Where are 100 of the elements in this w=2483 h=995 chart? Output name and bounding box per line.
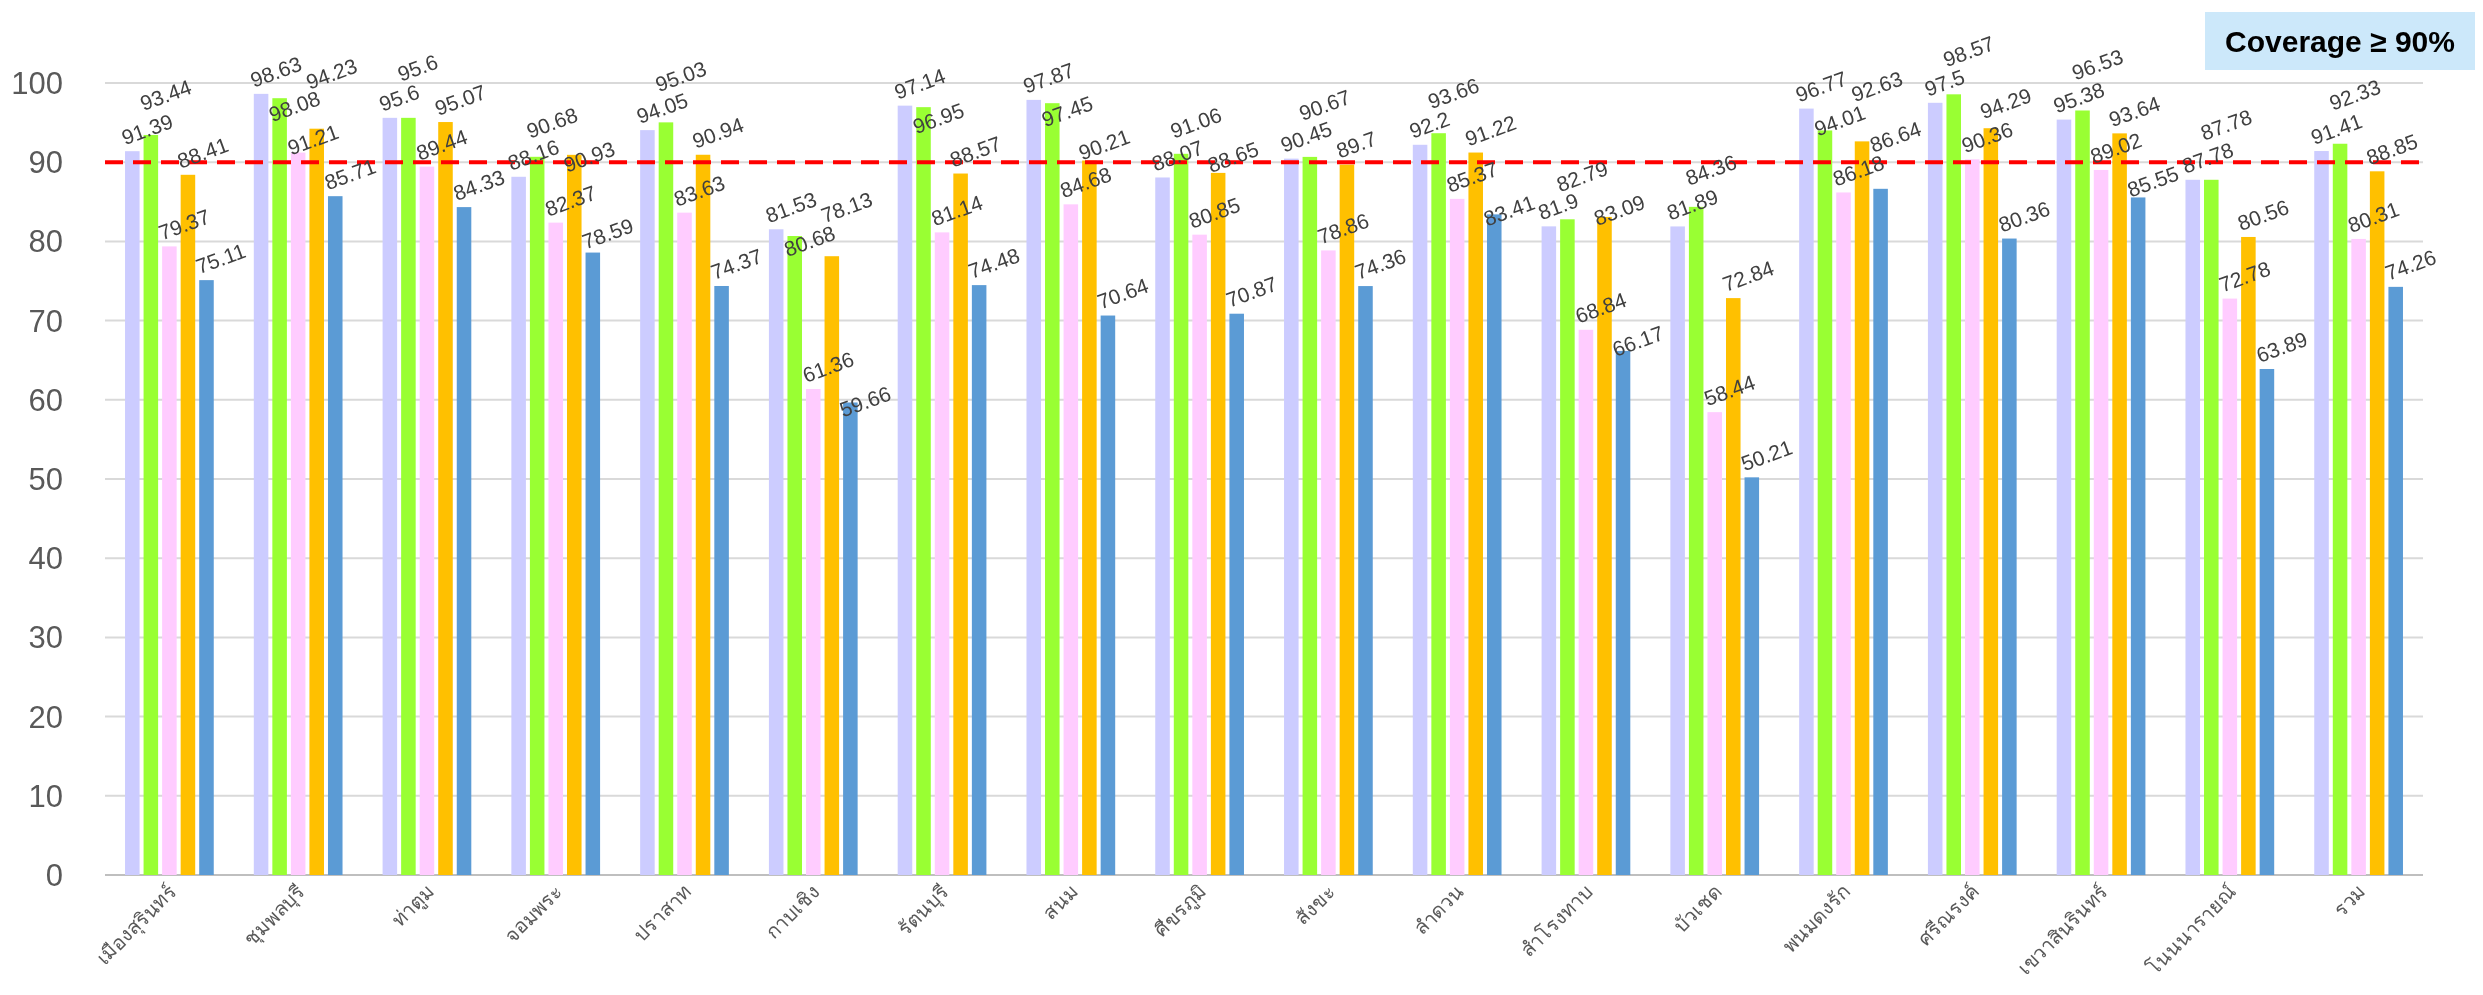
bar (1155, 177, 1170, 875)
bar (2185, 179, 2201, 875)
data-label: 58.44 (1700, 370, 1759, 410)
bar (2332, 143, 2348, 875)
bar (253, 93, 269, 875)
y-tick-label: 100 (11, 66, 63, 101)
bar (1744, 477, 1760, 875)
bar (1026, 99, 1042, 875)
bar (1578, 329, 1594, 875)
y-tick-label: 20 (28, 699, 63, 735)
bar (897, 105, 913, 875)
bar (456, 207, 472, 875)
data-label: 74.37 (707, 244, 766, 284)
data-label: 72.78 (2216, 256, 2274, 297)
data-label: 80.36 (1995, 196, 2053, 237)
bar (125, 151, 140, 875)
bar (1707, 412, 1722, 875)
data-label: 50.21 (1738, 435, 1796, 476)
y-tick-label: 40 (28, 541, 63, 577)
data-label: 84.68 (1057, 162, 1115, 203)
bar (806, 389, 821, 875)
y-tick-label: 50 (28, 462, 63, 497)
data-label: 80.31 (2344, 197, 2403, 237)
bar (585, 252, 601, 875)
bar (1302, 156, 1318, 875)
bar (2314, 151, 2329, 875)
data-label: 89.7 (1333, 126, 1380, 163)
bar (658, 122, 674, 875)
bar (2259, 368, 2275, 875)
bar (934, 232, 950, 875)
data-label: 88.85 (2363, 129, 2421, 170)
data-label: 90.94 (689, 112, 747, 153)
bar (1321, 250, 1336, 875)
y-tick-label: 80 (28, 224, 63, 260)
bar (1799, 108, 1814, 875)
bar (714, 285, 729, 875)
bar (1541, 226, 1557, 875)
data-label: 91.22 (1461, 110, 1520, 151)
bar (548, 222, 563, 875)
bar (1284, 158, 1299, 875)
bar (2204, 179, 2219, 875)
bar (1192, 234, 1207, 875)
data-label: 88.65 (1204, 137, 1262, 177)
data-label: 86.64 (1866, 116, 1925, 157)
data-label: 80.56 (2234, 195, 2292, 235)
bar (1927, 102, 1943, 875)
data-label: 74.48 (965, 243, 1023, 283)
x-tick-label: สนม (1038, 880, 1082, 924)
data-label: 93.66 (1424, 73, 1483, 113)
bar (199, 280, 214, 875)
bar (1449, 198, 1465, 875)
data-label: 88.41 (174, 132, 232, 173)
y-tick-label: 60 (28, 382, 63, 418)
x-tick-label: รวม (2329, 880, 2370, 921)
y-tick-label: 90 (28, 145, 63, 181)
bar (327, 196, 343, 875)
data-label: 81.14 (928, 190, 986, 231)
bar (382, 117, 398, 875)
bar (1965, 159, 1980, 875)
data-label: 90.93 (560, 137, 618, 177)
bar (1560, 219, 1575, 875)
bar (2130, 197, 2146, 875)
data-label: 74.26 (2381, 245, 2440, 285)
data-label: 83.09 (1590, 190, 1648, 230)
data-label: 80.85 (1185, 192, 1244, 233)
data-label: 72.84 (1719, 256, 1778, 296)
bar (1063, 204, 1079, 875)
bar (1100, 315, 1116, 875)
y-tick-label: 10 (28, 778, 63, 814)
bar (401, 117, 416, 875)
bar (1358, 286, 1373, 875)
bar (971, 285, 987, 875)
bar (2351, 238, 2366, 875)
bar (1229, 313, 1244, 875)
data-label: 98.63 (247, 52, 305, 92)
bar (640, 130, 655, 875)
bar (162, 246, 177, 875)
bar (1836, 192, 1851, 875)
bar (2056, 119, 2072, 875)
bar (2002, 238, 2017, 875)
bar (419, 166, 435, 875)
bar (1873, 188, 1888, 875)
bar (2093, 169, 2109, 875)
bar (2075, 110, 2090, 875)
bar (768, 229, 784, 875)
bar (1412, 144, 1428, 875)
y-tick-label: 70 (28, 303, 63, 339)
data-label: 70.87 (1222, 271, 1281, 312)
bar (677, 212, 692, 875)
bar (1946, 94, 1961, 875)
bar (2388, 286, 2403, 875)
data-label: 89.44 (413, 124, 471, 165)
data-label: 70.64 (1094, 273, 1152, 314)
bar (511, 176, 526, 875)
bar (2222, 298, 2238, 875)
y-tick-label: 30 (28, 620, 63, 656)
data-label: 63.89 (2253, 327, 2311, 367)
bar (1670, 226, 1685, 875)
y-tick-label: 0 (45, 858, 63, 893)
data-label: 83.63 (670, 170, 728, 211)
